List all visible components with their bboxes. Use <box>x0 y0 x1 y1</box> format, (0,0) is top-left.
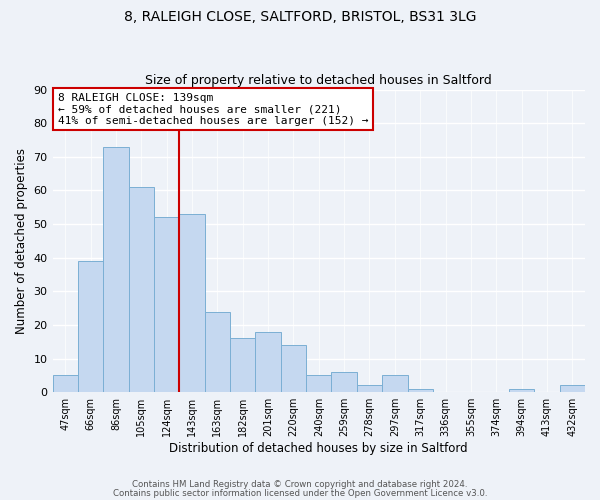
Bar <box>256 332 281 392</box>
Bar <box>179 214 205 392</box>
Bar <box>509 389 534 392</box>
Bar <box>281 345 306 392</box>
Bar <box>128 187 154 392</box>
Bar <box>103 146 128 392</box>
Bar <box>407 389 433 392</box>
Bar <box>78 261 103 392</box>
Bar <box>205 312 230 392</box>
X-axis label: Distribution of detached houses by size in Saltford: Distribution of detached houses by size … <box>169 442 468 455</box>
Bar <box>331 372 357 392</box>
Bar <box>306 376 331 392</box>
Bar <box>357 386 382 392</box>
Bar <box>560 386 585 392</box>
Text: 8 RALEIGH CLOSE: 139sqm
← 59% of detached houses are smaller (221)
41% of semi-d: 8 RALEIGH CLOSE: 139sqm ← 59% of detache… <box>58 92 368 126</box>
Text: 8, RALEIGH CLOSE, SALTFORD, BRISTOL, BS31 3LG: 8, RALEIGH CLOSE, SALTFORD, BRISTOL, BS3… <box>124 10 476 24</box>
Title: Size of property relative to detached houses in Saltford: Size of property relative to detached ho… <box>145 74 492 87</box>
Y-axis label: Number of detached properties: Number of detached properties <box>15 148 28 334</box>
Text: Contains public sector information licensed under the Open Government Licence v3: Contains public sector information licen… <box>113 490 487 498</box>
Bar <box>154 218 179 392</box>
Bar <box>53 376 78 392</box>
Bar <box>230 338 256 392</box>
Text: Contains HM Land Registry data © Crown copyright and database right 2024.: Contains HM Land Registry data © Crown c… <box>132 480 468 489</box>
Bar <box>382 376 407 392</box>
